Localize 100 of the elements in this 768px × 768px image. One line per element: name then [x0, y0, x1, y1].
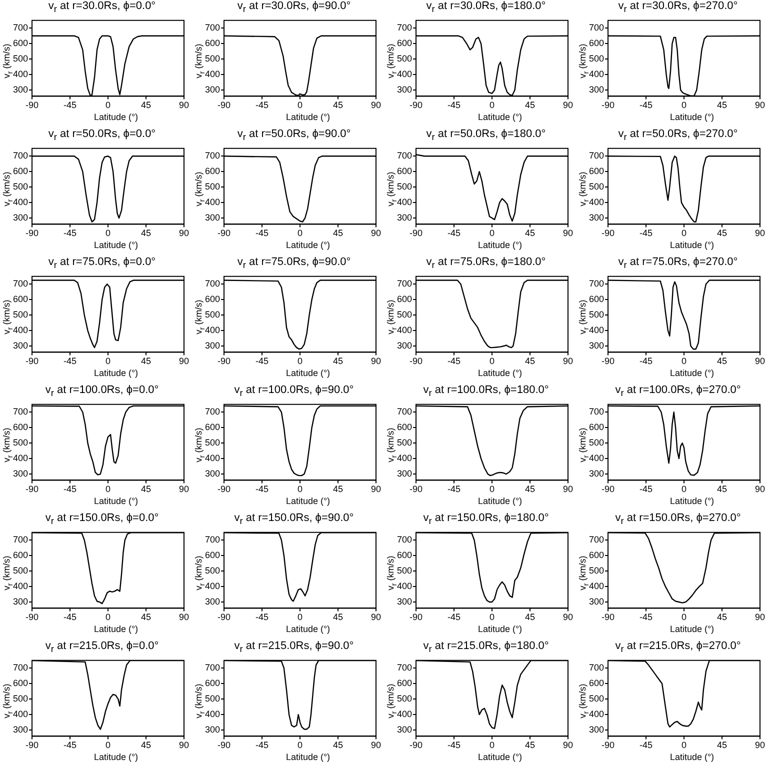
y-tick-label: 500	[12, 566, 28, 576]
x-tick-label: 45	[332, 356, 344, 366]
x-axis-title: Latitude (°)	[92, 240, 140, 250]
x-axis-title: Latitude (°)	[476, 752, 524, 762]
y-tick-label: 500	[396, 54, 412, 64]
y-tick-label: 700	[588, 662, 604, 673]
y-tick-label: 300	[204, 724, 220, 734]
x-tick-label: -45	[640, 740, 653, 750]
y-tick-label: 400	[12, 69, 28, 80]
x-tick-label: 90	[754, 356, 765, 366]
y-tick-label: 400	[588, 581, 604, 592]
chart-title: v$_{r}$ at r=30.0Rs, ϕ=180.0°	[425, 0, 547, 14]
x-tick-label: -90	[410, 228, 423, 238]
x-tick-label: 0	[106, 356, 111, 366]
y-tick-label: 600	[588, 294, 604, 304]
x-tick-label: -90	[218, 100, 231, 110]
y-tick-label: 300	[12, 468, 28, 478]
x-tick-label: 45	[332, 484, 344, 494]
y-tick-label: 700	[12, 150, 28, 161]
y-tick-label: 600	[396, 166, 412, 176]
y-tick-label: 600	[12, 678, 28, 688]
y-tick-label: 700	[204, 662, 220, 673]
y-tick-label: 700	[588, 534, 604, 545]
x-axis-title: Latitude (°)	[476, 624, 524, 634]
y-tick-label: 300	[588, 596, 604, 606]
x-tick-label: -90	[602, 612, 615, 622]
x-tick-label: 0	[682, 228, 687, 238]
y-tick-label: 300	[12, 212, 28, 222]
x-tick-label: 0	[682, 100, 687, 110]
x-tick-label: 90	[178, 228, 189, 238]
chart-title: v$_{r}$ at r=100.0Rs, ϕ=0.0°	[44, 384, 160, 398]
y-tick-label: 500	[204, 694, 220, 704]
x-tick-label: -90	[26, 612, 39, 622]
y-tick-label: 300	[12, 724, 28, 734]
x-axis-title: Latitude (°)	[284, 496, 332, 506]
y-tick-label: 400	[588, 197, 604, 208]
x-tick-label: 45	[524, 484, 536, 494]
y-tick-label: 600	[204, 422, 220, 432]
x-tick-label: -45	[448, 100, 461, 110]
chart-title: v$_{r}$ at r=150.0Rs, ϕ=0.0°	[44, 512, 160, 526]
x-tick-label: -90	[26, 228, 39, 238]
x-axis-title: Latitude (°)	[476, 368, 524, 378]
x-tick-label: 45	[140, 612, 152, 622]
y-tick-label: 700	[204, 278, 220, 289]
x-axis-title: Latitude (°)	[284, 112, 332, 122]
x-tick-label: 0	[682, 356, 687, 366]
y-tick-label: 300	[396, 212, 412, 222]
y-tick-label: 500	[588, 694, 604, 704]
x-tick-label: 0	[490, 228, 495, 238]
y-tick-label: 600	[12, 294, 28, 304]
x-tick-label: -45	[64, 484, 77, 494]
y-tick-label: 500	[12, 54, 28, 64]
x-axis-title: Latitude (°)	[476, 496, 524, 506]
x-tick-label: 45	[716, 740, 728, 750]
x-tick-label: 0	[298, 612, 303, 622]
x-tick-label: 45	[140, 100, 152, 110]
x-tick-label: 45	[524, 740, 536, 750]
y-tick-label: 700	[204, 534, 220, 545]
x-tick-label: 90	[754, 740, 765, 750]
x-tick-label: 0	[682, 612, 687, 622]
x-axis-title: Latitude (°)	[668, 240, 716, 250]
y-tick-label: 700	[12, 534, 28, 545]
y-tick-label: 300	[396, 724, 412, 734]
x-tick-label: -90	[602, 356, 615, 366]
x-tick-label: -90	[218, 356, 231, 366]
y-tick-label: 500	[204, 438, 220, 448]
y-tick-label: 400	[204, 453, 220, 464]
chart-title: v$_{r}$ at r=75.0Rs, ϕ=0.0°	[47, 256, 157, 270]
y-tick-label: 700	[12, 278, 28, 289]
y-tick-label: 300	[588, 84, 604, 94]
x-tick-label: 90	[178, 356, 189, 366]
y-tick-label: 600	[588, 166, 604, 176]
x-tick-label: -90	[410, 612, 423, 622]
y-tick-label: 400	[588, 69, 604, 80]
chart-title: v$_{r}$ at r=215.0Rs, ϕ=0.0°	[44, 640, 160, 654]
x-tick-label: -90	[410, 356, 423, 366]
y-tick-label: 500	[204, 182, 220, 192]
y-tick-label: 500	[396, 566, 412, 576]
x-tick-label: 0	[298, 228, 303, 238]
x-tick-label: 45	[140, 228, 152, 238]
x-tick-label: -90	[218, 612, 231, 622]
chart-title: v$_{r}$ at r=100.0Rs, ϕ=270.0°	[614, 384, 742, 398]
y-tick-label: 500	[204, 54, 220, 64]
y-tick-label: 700	[396, 534, 412, 545]
x-tick-label: 0	[298, 356, 303, 366]
chart-title: v$_{r}$ at r=100.0Rs, ϕ=180.0°	[422, 384, 550, 398]
y-tick-label: 700	[204, 150, 220, 161]
y-tick-label: 400	[12, 581, 28, 592]
x-tick-label: 45	[140, 356, 152, 366]
x-tick-label: -90	[602, 100, 615, 110]
x-tick-label: 0	[490, 356, 495, 366]
y-tick-label: 400	[396, 325, 412, 336]
y-tick-label: 400	[588, 453, 604, 464]
x-tick-label: 90	[178, 484, 189, 494]
y-tick-label: 700	[588, 150, 604, 161]
x-tick-label: 45	[332, 740, 344, 750]
y-tick-label: 700	[12, 662, 28, 673]
y-tick-label: 400	[396, 69, 412, 80]
x-tick-label: 0	[490, 484, 495, 494]
x-tick-label: 90	[562, 740, 573, 750]
